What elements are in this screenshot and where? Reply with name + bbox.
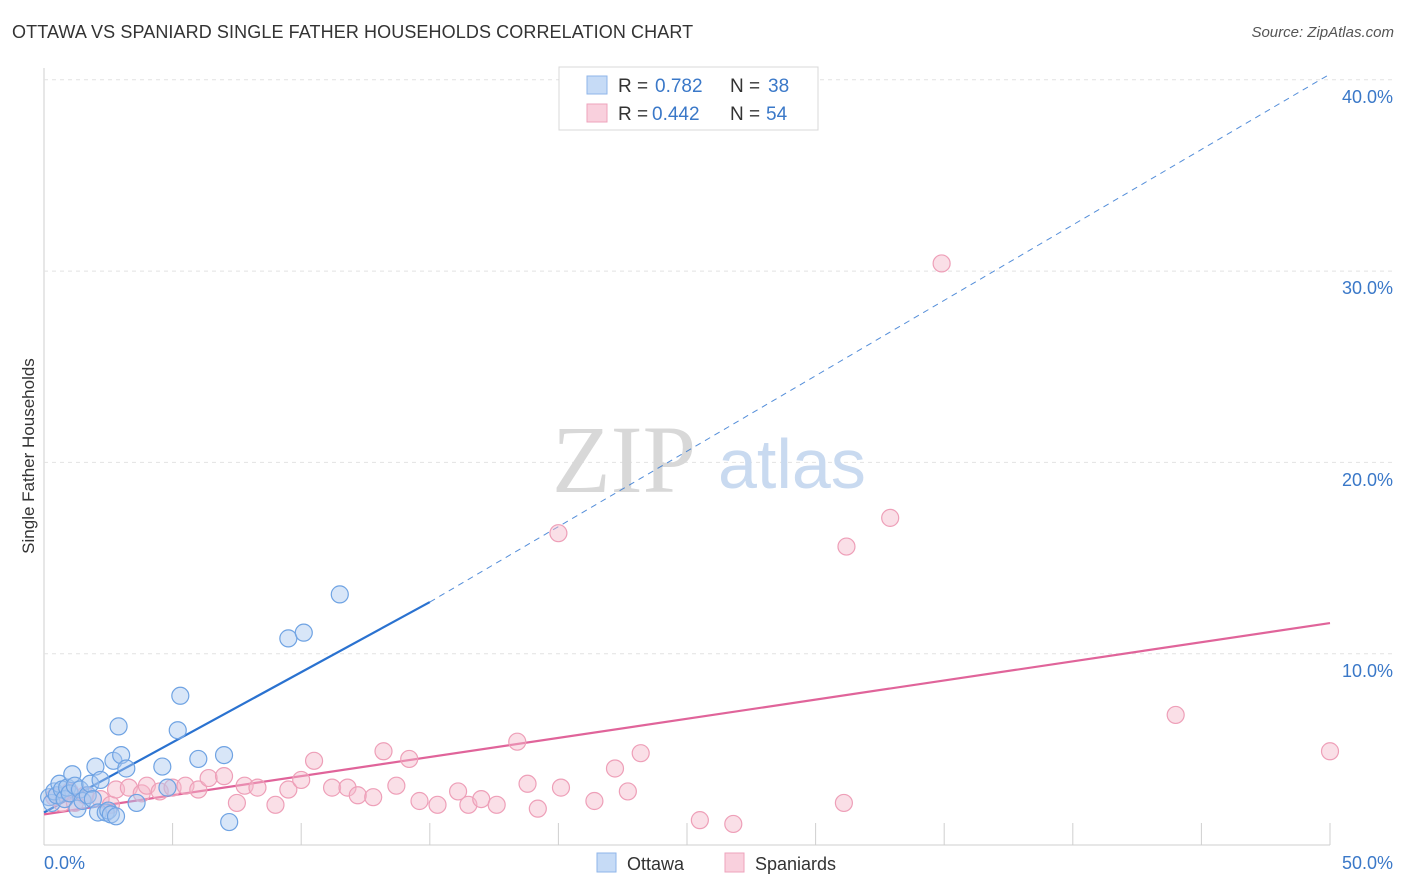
gridlines bbox=[44, 79, 1392, 655]
ottawa-point-6 bbox=[55, 789, 74, 809]
spaniards-point-15 bbox=[199, 768, 218, 788]
x-tick-marks bbox=[43, 823, 1331, 845]
bottom-legend-label-spaniards: Spaniards bbox=[755, 854, 836, 874]
legend-n-value-ottawa: 38 bbox=[768, 76, 789, 97]
legend-swatch-ottawa bbox=[586, 75, 608, 95]
spaniards-point-52 bbox=[1166, 705, 1185, 725]
source-credit: Source: ZipAtlas.com bbox=[1251, 24, 1394, 41]
spaniards-point-35 bbox=[472, 789, 491, 809]
ottawa-point-28 bbox=[127, 793, 146, 813]
ottawa-trend-extension bbox=[429, 73, 1331, 603]
y-axis-title: Single Father Households bbox=[19, 358, 38, 554]
y-tick-label-30: 30.0% bbox=[1342, 278, 1393, 298]
spaniards-point-46 bbox=[690, 811, 709, 830]
spaniards-point-37 bbox=[508, 732, 527, 751]
spaniards-point-22 bbox=[292, 770, 311, 790]
legend-n-label-spaniards: N = bbox=[730, 104, 760, 125]
bottom-legend-label-ottawa: Ottawa bbox=[627, 854, 685, 874]
legend-r-label-ottawa: R = bbox=[618, 76, 648, 97]
watermark-atlas: atlas bbox=[718, 425, 866, 503]
spaniards-point-29 bbox=[387, 776, 406, 795]
ottawa-point-37 bbox=[294, 623, 313, 642]
ottawa-point-24 bbox=[106, 807, 126, 826]
ottawa-point-36 bbox=[279, 629, 298, 648]
spaniards-point-49 bbox=[837, 537, 856, 556]
ottawa-point-17 bbox=[86, 757, 105, 776]
x-tick-label-max: 50.0% bbox=[1342, 853, 1393, 873]
legend-top: R = 0.782 N = 38 R = 0.442 N = 54 bbox=[558, 66, 819, 131]
spaniards-point-30 bbox=[400, 749, 419, 769]
ottawa-point-9 bbox=[63, 765, 82, 784]
data-points bbox=[40, 254, 1340, 834]
legend-bottom: Ottawa Spaniards bbox=[596, 852, 836, 874]
ottawa-point-19 bbox=[91, 770, 110, 790]
legend-n-value-spaniards: 54 bbox=[766, 104, 788, 125]
bottom-legend-swatch-spaniards bbox=[724, 852, 745, 873]
watermark-zip: ZIP bbox=[552, 406, 696, 513]
spaniards-point-21 bbox=[279, 780, 298, 799]
ottawa-point-25 bbox=[109, 717, 128, 736]
ottawa-point-35 bbox=[220, 812, 239, 832]
spaniards-point-26 bbox=[348, 786, 367, 805]
ottawa-point-15 bbox=[81, 774, 100, 793]
spaniards-point-36 bbox=[487, 795, 506, 814]
ottawa-point-27 bbox=[117, 759, 136, 778]
spaniards-point-20 bbox=[266, 795, 285, 814]
spaniards-point-44 bbox=[618, 782, 637, 801]
spaniards-point-53 bbox=[1320, 742, 1340, 761]
spaniards-point-43 bbox=[605, 759, 625, 778]
bottom-legend-swatch-ottawa bbox=[596, 852, 617, 873]
spaniards-point-48 bbox=[834, 793, 853, 813]
ottawa-point-26 bbox=[112, 745, 131, 765]
spaniards-point-38 bbox=[518, 774, 537, 793]
spaniards-point-40 bbox=[549, 524, 568, 543]
ottawa-point-31 bbox=[168, 721, 187, 740]
spaniards-point-39 bbox=[528, 799, 547, 818]
chart-title: OTTAWA VS SPANIARD SINGLE FATHER HOUSEHO… bbox=[12, 22, 694, 42]
spaniards-point-32 bbox=[428, 795, 447, 814]
spaniards-point-42 bbox=[585, 791, 604, 811]
spaniards-point-17 bbox=[227, 793, 246, 813]
spaniards-point-25 bbox=[338, 778, 357, 797]
spaniards-point-51 bbox=[932, 254, 951, 273]
x-tick-label-min: 0.0% bbox=[44, 853, 85, 873]
legend-r-value-spaniards: 0.442 bbox=[652, 104, 700, 125]
y-tick-label-20: 20.0% bbox=[1342, 470, 1393, 490]
ottawa-point-30 bbox=[158, 778, 177, 797]
spaniards-point-14 bbox=[189, 780, 208, 799]
ottawa-point-16 bbox=[83, 789, 102, 809]
spaniards-point-47 bbox=[724, 814, 743, 834]
y-tick-label-40: 40.0% bbox=[1342, 87, 1393, 107]
spaniards-point-16 bbox=[214, 767, 234, 786]
legend-n-label-ottawa: N = bbox=[730, 76, 760, 97]
spaniards-point-23 bbox=[304, 751, 324, 770]
ottawa-point-32 bbox=[171, 686, 190, 705]
spaniards-point-50 bbox=[881, 508, 900, 527]
spaniards-trend-line bbox=[43, 622, 1331, 816]
spaniards-point-45 bbox=[631, 744, 650, 763]
y-tick-label-10: 10.0% bbox=[1342, 661, 1393, 681]
spaniards-point-24 bbox=[322, 778, 342, 797]
legend-r-value-ottawa: 0.782 bbox=[655, 76, 703, 97]
spaniards-point-33 bbox=[448, 782, 468, 801]
ottawa-point-38 bbox=[330, 585, 349, 604]
spaniards-point-28 bbox=[374, 742, 393, 761]
spaniards-point-31 bbox=[410, 791, 429, 811]
ottawa-point-34 bbox=[214, 745, 234, 765]
ottawa-point-33 bbox=[189, 749, 208, 769]
legend-r-label-spaniards: R = bbox=[618, 104, 648, 125]
legend-swatch-spaniards bbox=[586, 103, 608, 123]
ottawa-point-29 bbox=[153, 757, 172, 776]
spaniards-point-41 bbox=[551, 778, 571, 797]
spaniards-point-19 bbox=[248, 778, 267, 797]
spaniards-point-27 bbox=[364, 788, 383, 807]
